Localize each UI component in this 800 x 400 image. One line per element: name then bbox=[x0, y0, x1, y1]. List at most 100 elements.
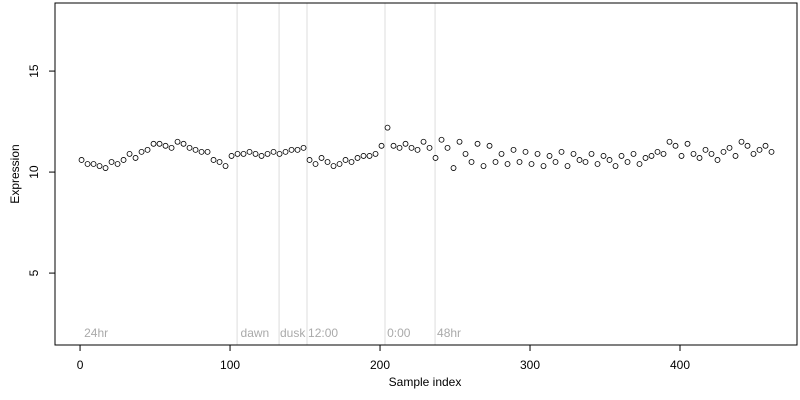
point bbox=[372, 151, 379, 157]
annotation: dawn bbox=[241, 326, 270, 340]
point bbox=[432, 155, 439, 161]
x-tick-label: 300 bbox=[520, 358, 540, 372]
point bbox=[636, 161, 643, 167]
point bbox=[702, 146, 709, 153]
point bbox=[330, 163, 337, 169]
point bbox=[624, 159, 631, 165]
point bbox=[222, 163, 229, 169]
x-tick-label: 200 bbox=[370, 358, 390, 372]
point bbox=[612, 163, 619, 169]
point bbox=[648, 153, 655, 159]
point bbox=[258, 153, 265, 159]
point bbox=[720, 148, 727, 155]
point bbox=[618, 153, 625, 159]
point bbox=[468, 159, 475, 165]
point bbox=[192, 146, 199, 153]
point bbox=[108, 159, 115, 165]
point bbox=[354, 155, 361, 161]
point bbox=[738, 138, 745, 145]
point bbox=[594, 161, 601, 167]
point bbox=[444, 144, 451, 151]
point bbox=[210, 157, 217, 163]
point bbox=[438, 136, 445, 143]
y-axis-label: Expression bbox=[8, 144, 22, 203]
point bbox=[90, 161, 97, 167]
point bbox=[552, 159, 559, 165]
point bbox=[726, 144, 733, 151]
point bbox=[750, 151, 757, 157]
point bbox=[342, 157, 349, 163]
point bbox=[660, 151, 667, 157]
point bbox=[522, 148, 529, 155]
point bbox=[540, 163, 547, 169]
point bbox=[204, 148, 211, 155]
point bbox=[132, 155, 139, 161]
point bbox=[546, 153, 553, 159]
point bbox=[150, 140, 157, 147]
point bbox=[402, 140, 409, 147]
point bbox=[114, 161, 121, 167]
point bbox=[282, 148, 289, 155]
point bbox=[630, 151, 637, 157]
point bbox=[474, 140, 481, 147]
point bbox=[516, 159, 523, 165]
point bbox=[768, 148, 775, 155]
point bbox=[492, 159, 499, 165]
point bbox=[606, 157, 613, 163]
point bbox=[642, 155, 649, 161]
point bbox=[414, 146, 421, 153]
plot-frame bbox=[54, 2, 798, 346]
annotation: 0:00 bbox=[387, 326, 411, 340]
annotation: 48hr bbox=[437, 326, 461, 340]
point bbox=[564, 163, 571, 169]
point bbox=[588, 151, 595, 157]
x-tick-label: 400 bbox=[670, 358, 690, 372]
point bbox=[120, 157, 127, 163]
point bbox=[240, 151, 247, 157]
point bbox=[348, 159, 355, 165]
annotation: dusk bbox=[280, 326, 306, 340]
point bbox=[558, 148, 565, 155]
point bbox=[396, 144, 403, 151]
point bbox=[756, 146, 763, 153]
y-tick-label: 15 bbox=[27, 64, 41, 78]
point bbox=[498, 151, 505, 157]
point bbox=[300, 144, 307, 151]
point bbox=[420, 138, 427, 145]
point bbox=[228, 153, 235, 159]
point bbox=[168, 144, 175, 151]
point bbox=[174, 138, 181, 145]
point bbox=[378, 142, 385, 149]
y-tick-label: 5 bbox=[27, 269, 41, 276]
point bbox=[696, 155, 703, 161]
point bbox=[306, 157, 313, 163]
point bbox=[102, 165, 109, 171]
point bbox=[336, 161, 343, 167]
point bbox=[582, 159, 589, 165]
point bbox=[156, 140, 163, 147]
point bbox=[84, 161, 91, 167]
x-axis-label: Sample index bbox=[389, 375, 462, 389]
point bbox=[690, 151, 697, 157]
y-tick-label: 10 bbox=[27, 165, 41, 179]
point bbox=[714, 157, 721, 163]
point bbox=[762, 142, 769, 149]
point bbox=[162, 142, 169, 149]
x-tick-label: 0 bbox=[77, 358, 84, 372]
annotation: 24hr bbox=[84, 326, 108, 340]
point bbox=[570, 151, 577, 157]
point bbox=[276, 151, 283, 157]
point bbox=[390, 142, 397, 149]
point bbox=[450, 165, 457, 171]
point bbox=[264, 151, 271, 157]
point bbox=[666, 138, 673, 145]
point bbox=[456, 138, 463, 145]
point bbox=[360, 153, 367, 159]
point bbox=[708, 151, 715, 157]
point bbox=[180, 140, 187, 147]
point bbox=[684, 140, 691, 147]
point bbox=[324, 159, 331, 165]
x-tick-label: 100 bbox=[220, 358, 240, 372]
point bbox=[138, 148, 145, 155]
